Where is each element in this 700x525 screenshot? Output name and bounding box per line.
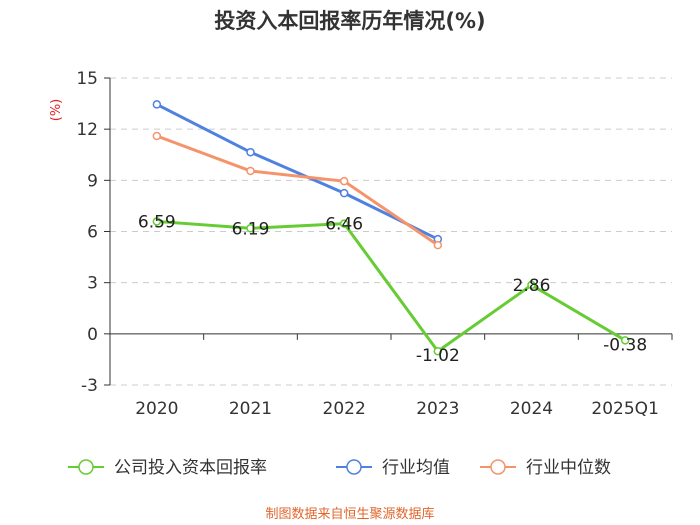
legend-item[interactable]: 行业中位数 <box>480 458 611 478</box>
data-label: 6.59 <box>138 212 176 232</box>
y-tick-label: 9 <box>87 171 98 191</box>
legend-item[interactable]: 行业均值 <box>336 458 450 478</box>
legend-marker-icon <box>490 459 506 475</box>
x-tick-label: 2020 <box>135 399 178 419</box>
data-point[interactable] <box>152 217 162 226</box>
series-line <box>156 219 626 353</box>
legend-item[interactable]: 公司投入资本回报率 <box>68 458 267 478</box>
data-labels: 6.59 6.19 6.46 -1.02 2.86 -0.38 <box>138 212 647 366</box>
legend-label: 行业中位数 <box>526 458 611 478</box>
y-tick-label: 15 <box>76 69 98 89</box>
x-tick-label: 2022 <box>323 399 366 419</box>
y-tick-label: 6 <box>87 223 98 243</box>
data-label: 6.46 <box>325 215 363 235</box>
data-point[interactable] <box>246 224 255 233</box>
legend-marker-icon <box>346 459 362 475</box>
data-label: -0.38 <box>603 335 647 355</box>
legend-label: 公司投入资本回报率 <box>114 458 267 478</box>
legend-label: 行业均值 <box>382 458 450 478</box>
axes: -3 0 3 6 9 12 15 2020 2021 2022 2023 2024 2025Q1 <box>76 69 673 419</box>
data-point[interactable] <box>152 100 162 109</box>
chart-title: 投资入本回报率历年情况(%) <box>214 9 485 33</box>
data-point[interactable] <box>433 240 443 250</box>
x-tick-label: 2025Q1 <box>591 399 658 419</box>
data-point[interactable] <box>620 336 630 345</box>
legend[interactable]: 公司投入资本回报率 行业均值 行业中位数 <box>68 458 611 478</box>
data-point[interactable] <box>433 346 443 356</box>
series-line <box>156 103 439 241</box>
legend-marker-icon <box>78 459 94 475</box>
data-label: -1.02 <box>416 346 460 366</box>
y-axis-unit: (%) <box>49 99 64 122</box>
data-point[interactable] <box>152 131 162 141</box>
data-point[interactable] <box>339 176 349 186</box>
data-label: 2.86 <box>513 276 551 296</box>
gridlines <box>110 77 672 386</box>
x-tick-label: 2023 <box>416 399 459 419</box>
y-tick-label: 12 <box>76 120 98 140</box>
x-tick-label: 2024 <box>510 399 553 419</box>
data-point[interactable] <box>339 188 349 198</box>
data-label: 6.19 <box>232 219 270 239</box>
series-layer <box>152 100 630 356</box>
source-note: 制图数据来自恒生聚源数据库 <box>265 506 434 522</box>
y-tick-label: 0 <box>87 325 98 345</box>
data-point[interactable] <box>527 280 536 290</box>
series-line <box>156 134 439 247</box>
y-tick-label: 3 <box>87 274 98 294</box>
x-tick-label: 2021 <box>229 399 272 419</box>
data-point[interactable] <box>246 166 255 176</box>
data-point[interactable] <box>339 219 349 228</box>
data-point[interactable] <box>246 147 255 157</box>
y-tick-label: -3 <box>81 376 98 396</box>
